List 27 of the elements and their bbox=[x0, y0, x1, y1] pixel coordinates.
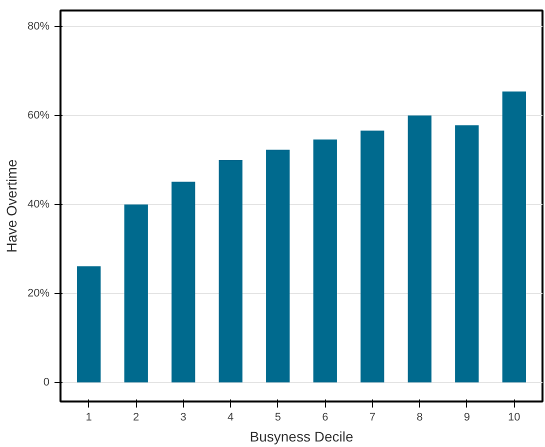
x-tick-label: 10 bbox=[508, 412, 520, 424]
x-tick-label: 1 bbox=[86, 412, 92, 424]
y-tick-label: 40% bbox=[27, 198, 50, 210]
y-tick-label: 80% bbox=[27, 20, 50, 33]
x-tick-label: 3 bbox=[180, 412, 186, 424]
bar bbox=[77, 266, 101, 382]
bar bbox=[502, 91, 526, 382]
x-tick-label: 8 bbox=[416, 412, 423, 424]
x-tick-label: 7 bbox=[369, 412, 376, 424]
y-tick-label: 60% bbox=[27, 109, 50, 122]
bar bbox=[124, 204, 148, 382]
x-tick-label: 6 bbox=[322, 412, 328, 424]
y-axis-title: Have Overtime bbox=[3, 159, 20, 253]
x-tick-label: 5 bbox=[274, 412, 281, 424]
x-tick-label: 2 bbox=[133, 412, 140, 424]
y-tick-label: 0 bbox=[43, 376, 50, 388]
x-tick-label: 4 bbox=[228, 412, 234, 424]
bar bbox=[408, 115, 432, 382]
bar bbox=[218, 160, 242, 382]
x-tick-label: 9 bbox=[464, 412, 470, 424]
bar bbox=[266, 150, 290, 382]
bar bbox=[172, 182, 196, 382]
bar bbox=[360, 130, 384, 382]
x-axis-title: Busyness Decile bbox=[250, 428, 354, 444]
y-tick-label: 20% bbox=[27, 287, 50, 300]
bar bbox=[455, 125, 479, 382]
bar bbox=[313, 140, 337, 382]
